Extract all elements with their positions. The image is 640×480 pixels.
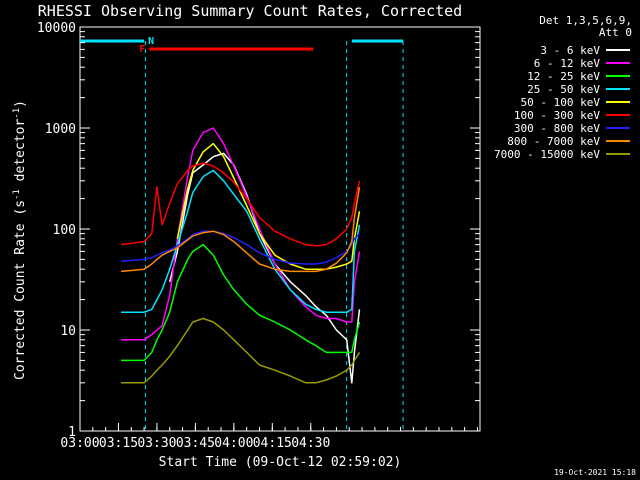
x-tick-label: 04:30 [291, 436, 330, 451]
x-tick-label: 03:30 [137, 436, 176, 451]
legend-entry-label: 50 - 100 keV [521, 96, 601, 109]
legend-entry-label: 6 - 12 keV [534, 57, 601, 70]
series-line-2 [121, 243, 361, 362]
series-line-4 [176, 142, 361, 270]
x-tick-label: 03:45 [176, 436, 215, 451]
series-line-3 [121, 169, 361, 313]
legend-header-line2: Att 0 [599, 26, 632, 39]
legend-entry-label: 100 - 300 keV [514, 109, 600, 122]
plot-frame [79, 26, 481, 432]
series-line-7 [120, 186, 361, 273]
x-tick-label: 04:00 [214, 436, 253, 451]
night-flag-label: N [148, 36, 154, 47]
series-line-8 [121, 317, 361, 384]
y-axis-label-mid: detector [13, 119, 28, 190]
flare-flag-label: F [139, 44, 145, 55]
series-layer [120, 127, 361, 384]
series-line-1 [121, 127, 361, 341]
y-axis-ticks: 1 10 100 1000 10000 [37, 21, 480, 440]
series-line-5 [120, 162, 361, 247]
series-line-6 [120, 230, 361, 265]
x-axis-ticks: 03:00 03:15 03:30 03:45 04:00 04:15 04:30 [60, 423, 478, 451]
y-axis-label-sup2: -1 [12, 108, 22, 119]
flags-layer: FN [80, 36, 404, 431]
x-axis-label: Start Time (09-Oct-12 02:59:02) [159, 455, 402, 470]
y-tick-label: 1 [68, 425, 76, 440]
plot-area: FN 03:00 03:15 03:30 03:45 04:00 04:15 04:30 1… [37, 21, 481, 451]
chart-title: RHESSI Observing Summary Count Rates, Co… [38, 2, 462, 20]
x-tick-label: 03:15 [99, 436, 138, 451]
y-axis-label-end: ) [13, 100, 28, 108]
legend-entry-label: 3 - 6 keV [540, 44, 600, 57]
y-tick-label: 100 [53, 223, 76, 238]
legend-entry-label: 300 - 800 keV [514, 122, 600, 135]
y-axis-label: Corrected Count Rate (s-1 detector-1) [12, 100, 28, 380]
legend-entry-label: 12 - 25 keV [527, 70, 600, 83]
x-tick-label: 04:15 [253, 436, 292, 451]
y-axis-label-sup1: -1 [12, 189, 22, 200]
legend-entry-label: 800 - 7000 keV [507, 135, 600, 148]
legend-entry-label: 7000 - 15000 keV [494, 148, 600, 161]
x-tick-label: 03:00 [60, 436, 99, 451]
y-tick-label: 10 [60, 324, 76, 339]
legend-entry-label: 25 - 50 keV [527, 83, 600, 96]
legend-header-line1: Det 1,3,5,6,9, [539, 14, 632, 27]
y-axis-label-main: Corrected Count Rate (s [13, 200, 28, 380]
y-tick-label: 10000 [37, 21, 76, 36]
series-line-0 [168, 152, 361, 384]
timestamp: 19-Oct-2021 15:18 [554, 468, 636, 477]
y-tick-label: 1000 [45, 122, 76, 137]
